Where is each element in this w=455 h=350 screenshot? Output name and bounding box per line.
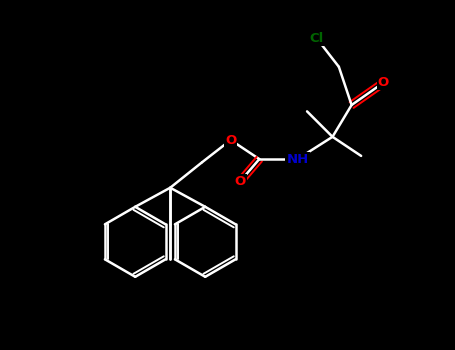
Text: O: O	[235, 175, 246, 188]
Text: O: O	[378, 76, 389, 89]
Text: NH: NH	[286, 153, 308, 166]
Text: Cl: Cl	[309, 32, 324, 45]
Text: O: O	[225, 133, 236, 147]
